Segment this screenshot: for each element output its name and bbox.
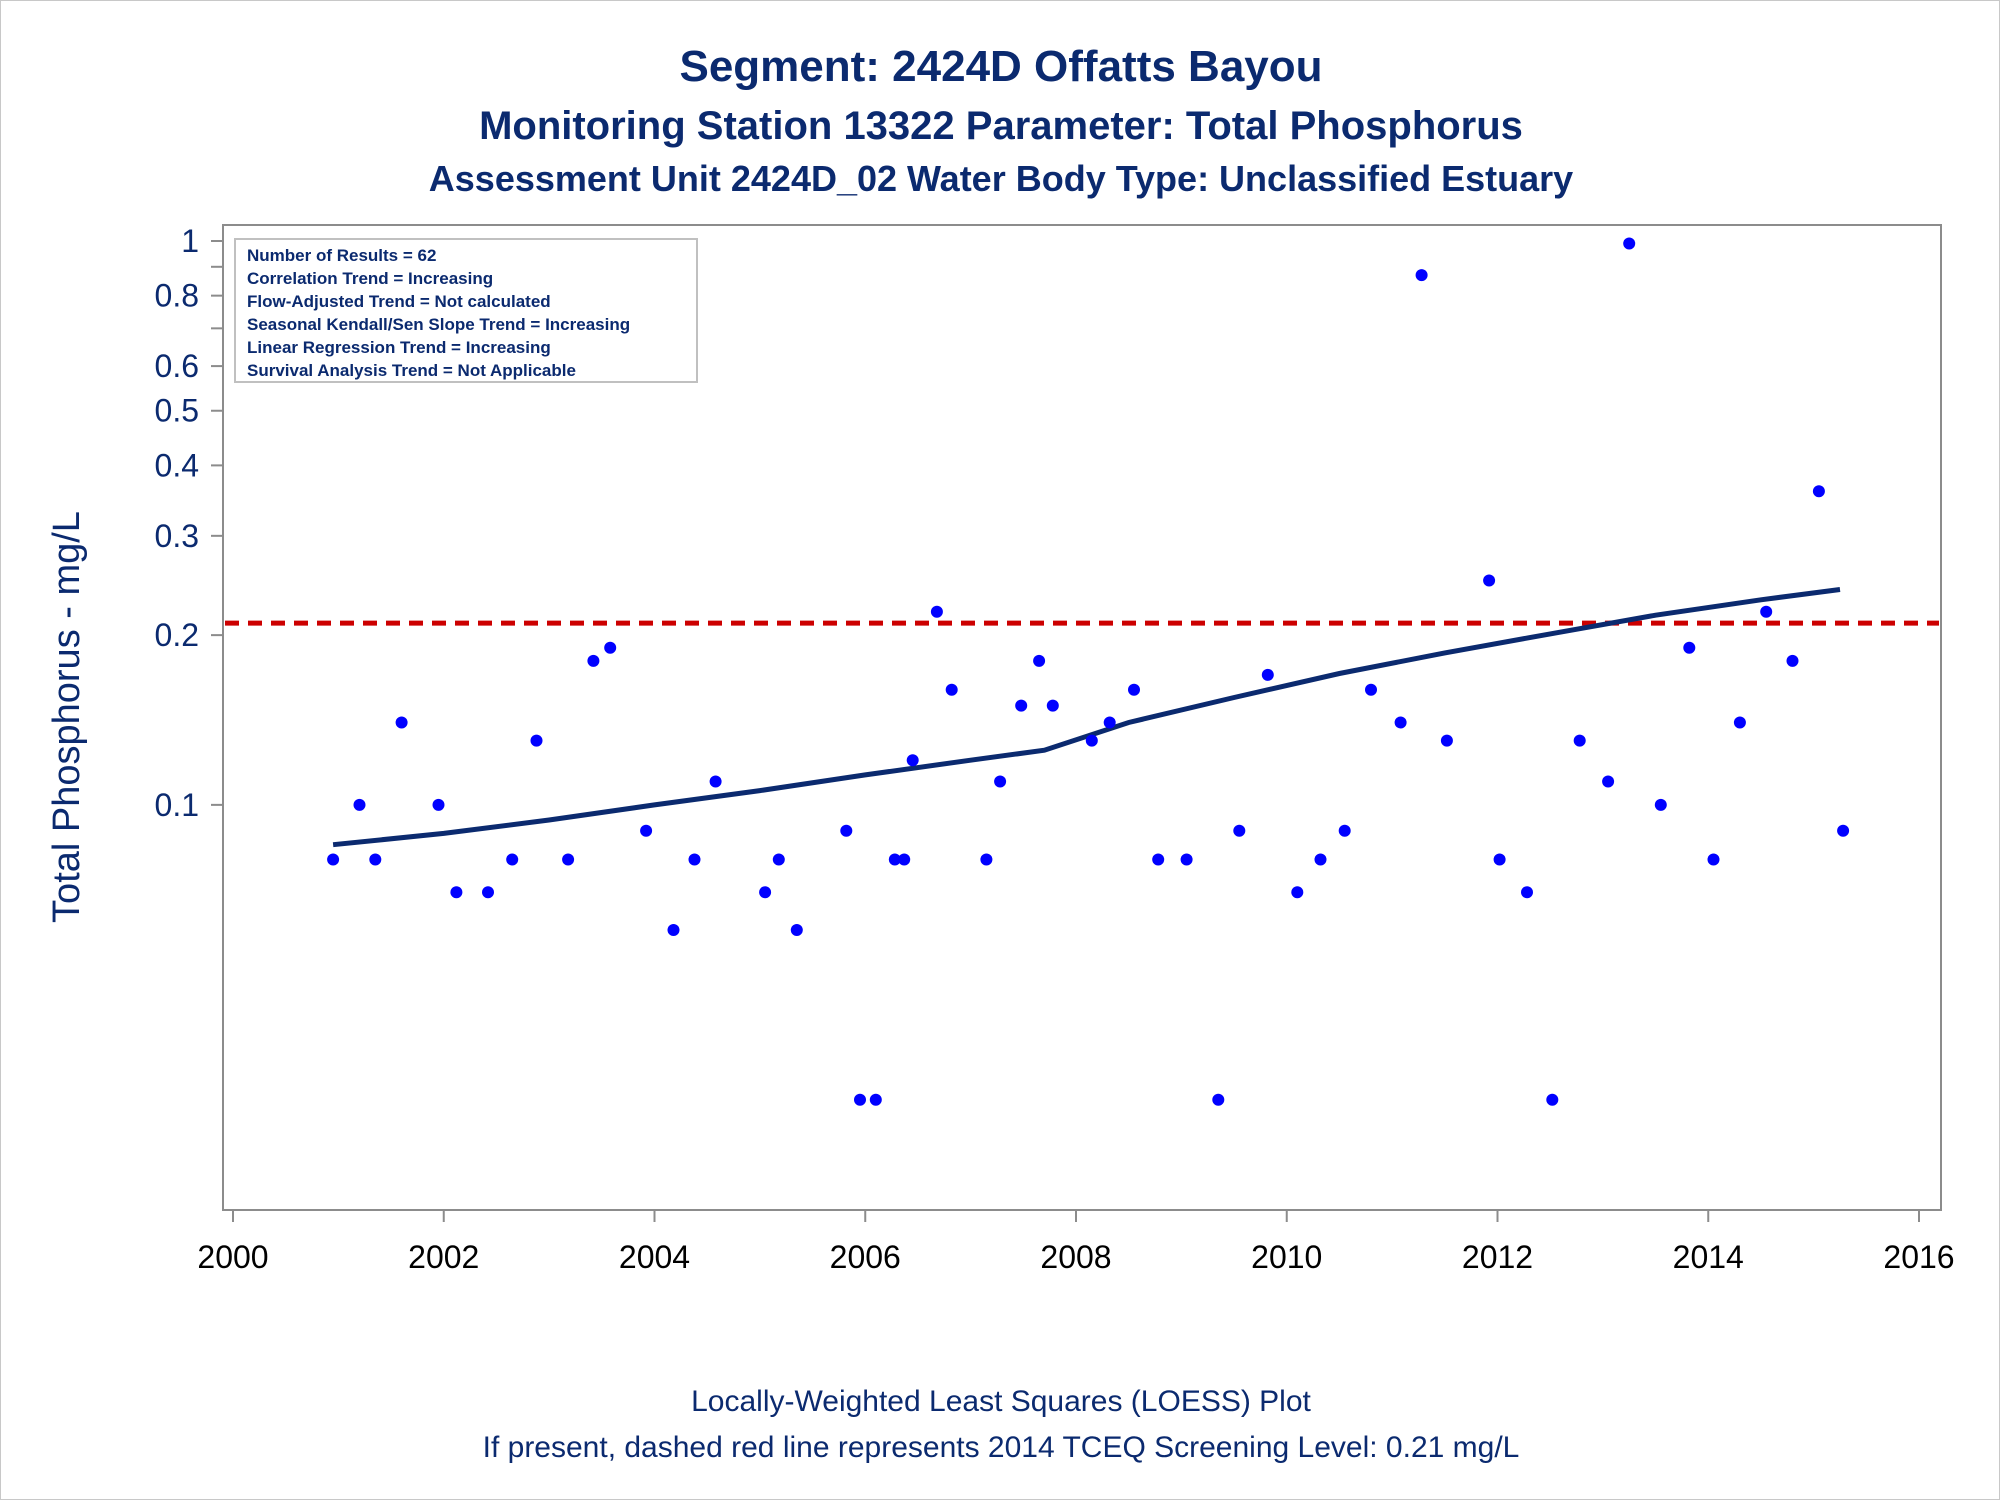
stat-seasonal-kendall-trend: Seasonal Kendall/Sen Slope Trend = Incre… — [247, 315, 630, 334]
data-point — [369, 853, 382, 866]
stat-flow-adjusted-trend: Flow-Adjusted Trend = Not calculated — [247, 292, 551, 311]
data-point — [898, 853, 911, 866]
x-tick-label: 2012 — [1462, 1239, 1533, 1275]
data-point — [1152, 853, 1165, 866]
data-point — [1786, 654, 1799, 667]
data-point — [1760, 605, 1773, 618]
chart-subtitle: Monitoring Station 13322 Parameter: Tota… — [479, 104, 1523, 148]
y-tick-label: 0.6 — [155, 348, 199, 384]
data-point — [1212, 1093, 1225, 1106]
data-point — [1128, 683, 1140, 696]
data-point — [1180, 853, 1193, 866]
plot-area — [222, 224, 1942, 1211]
footnote-loess: Locally-Weighted Least Squares (LOESS) P… — [691, 1385, 1311, 1418]
chart-title: Segment: 2424D Offatts Bayou — [679, 42, 1322, 91]
data-point — [1602, 775, 1615, 788]
stat-correlation-trend: Correlation Trend = Increasing — [247, 269, 493, 288]
data-point — [772, 853, 785, 866]
loess-trend-line — [332, 587, 1841, 848]
data-point — [327, 853, 340, 866]
data-point — [450, 886, 463, 899]
y-tick-label: 1 — [181, 223, 199, 259]
data-point — [1033, 654, 1046, 667]
y-tick-label: 0.1 — [155, 787, 199, 823]
data-point — [1261, 668, 1274, 681]
data-point — [790, 924, 803, 936]
stat-linear-regression-trend: Linear Regression Trend = Increasing — [247, 338, 551, 357]
data-point — [604, 641, 617, 654]
data-point — [1338, 824, 1351, 837]
data-point — [759, 886, 772, 899]
y-tick-label: 0.3 — [155, 518, 199, 554]
x-tick-label: 2014 — [1673, 1239, 1744, 1275]
data-point — [1291, 886, 1304, 899]
data-point — [1493, 853, 1506, 866]
data-point — [530, 734, 543, 747]
x-tick-label: 2006 — [830, 1239, 901, 1275]
data-point — [906, 754, 919, 767]
data-point — [587, 654, 600, 667]
data-point — [930, 605, 943, 618]
x-axis: 2000 2002 2004 2006 2008 2010 2012 2014 2016 — [197, 1210, 1955, 1275]
x-tick-label: 2008 — [1040, 1239, 1111, 1275]
data-point — [1046, 699, 1059, 712]
data-point — [1623, 237, 1636, 250]
data-point — [688, 853, 701, 866]
data-point — [1365, 683, 1377, 696]
y-tick-label: 0.5 — [155, 393, 199, 429]
stat-survival-analysis-trend: Survival Analysis Trend = Not Applicable — [247, 361, 576, 380]
data-point — [667, 924, 680, 936]
stat-number-of-results: Number of Results = 62 — [247, 246, 436, 265]
x-tick-label: 2016 — [1883, 1239, 1954, 1275]
data-point — [506, 853, 519, 866]
y-axis: 1 0.8 0.6 0.5 0.4 0.3 0.2 0.1 — [155, 223, 223, 823]
chart-subtitle-2: Assessment Unit 2424D_02 Water Body Type… — [429, 158, 1573, 199]
data-point — [1085, 734, 1098, 747]
data-point — [994, 775, 1007, 788]
data-point — [1314, 853, 1327, 866]
data-point — [1440, 734, 1453, 747]
data-point — [1707, 853, 1720, 866]
data-point — [869, 1093, 882, 1106]
y-tick-label: 0.8 — [155, 278, 199, 314]
data-point — [1733, 716, 1746, 729]
x-tick-label: 2002 — [408, 1239, 479, 1275]
x-tick-label: 2010 — [1251, 1239, 1322, 1275]
y-axis-label: Total Phosphorus - mg/L — [46, 511, 88, 923]
data-point — [980, 853, 993, 866]
data-point — [945, 683, 958, 696]
data-point — [482, 886, 494, 899]
data-point — [353, 798, 366, 811]
data-point — [562, 853, 575, 866]
data-point — [432, 798, 445, 811]
stats-legend-box: Number of Results = 62 Correlation Trend… — [234, 238, 698, 383]
data-point — [1654, 798, 1667, 811]
data-point — [395, 716, 408, 729]
data-point — [854, 1093, 866, 1106]
data-point — [640, 824, 653, 837]
data-point — [1812, 485, 1825, 498]
data-point — [1103, 716, 1116, 729]
data-point — [1837, 824, 1850, 837]
data-point — [709, 775, 722, 788]
data-point — [1573, 734, 1586, 747]
y-tick-label: 0.2 — [155, 617, 199, 653]
data-point — [1546, 1093, 1559, 1106]
data-point — [840, 824, 853, 837]
data-point — [1415, 269, 1428, 282]
x-tick-label: 2004 — [619, 1239, 690, 1275]
data-point — [1483, 574, 1496, 587]
data-point — [1683, 641, 1696, 654]
data-points — [327, 237, 1850, 1106]
data-point — [1233, 824, 1246, 837]
data-point — [888, 853, 901, 866]
y-tick-label: 0.4 — [155, 447, 199, 483]
data-point — [1015, 699, 1028, 712]
data-point — [1394, 716, 1407, 729]
x-tick-label: 2000 — [197, 1239, 268, 1275]
footnote-screening: If present, dashed red line represents 2… — [483, 1431, 1520, 1464]
data-point — [1521, 886, 1533, 899]
